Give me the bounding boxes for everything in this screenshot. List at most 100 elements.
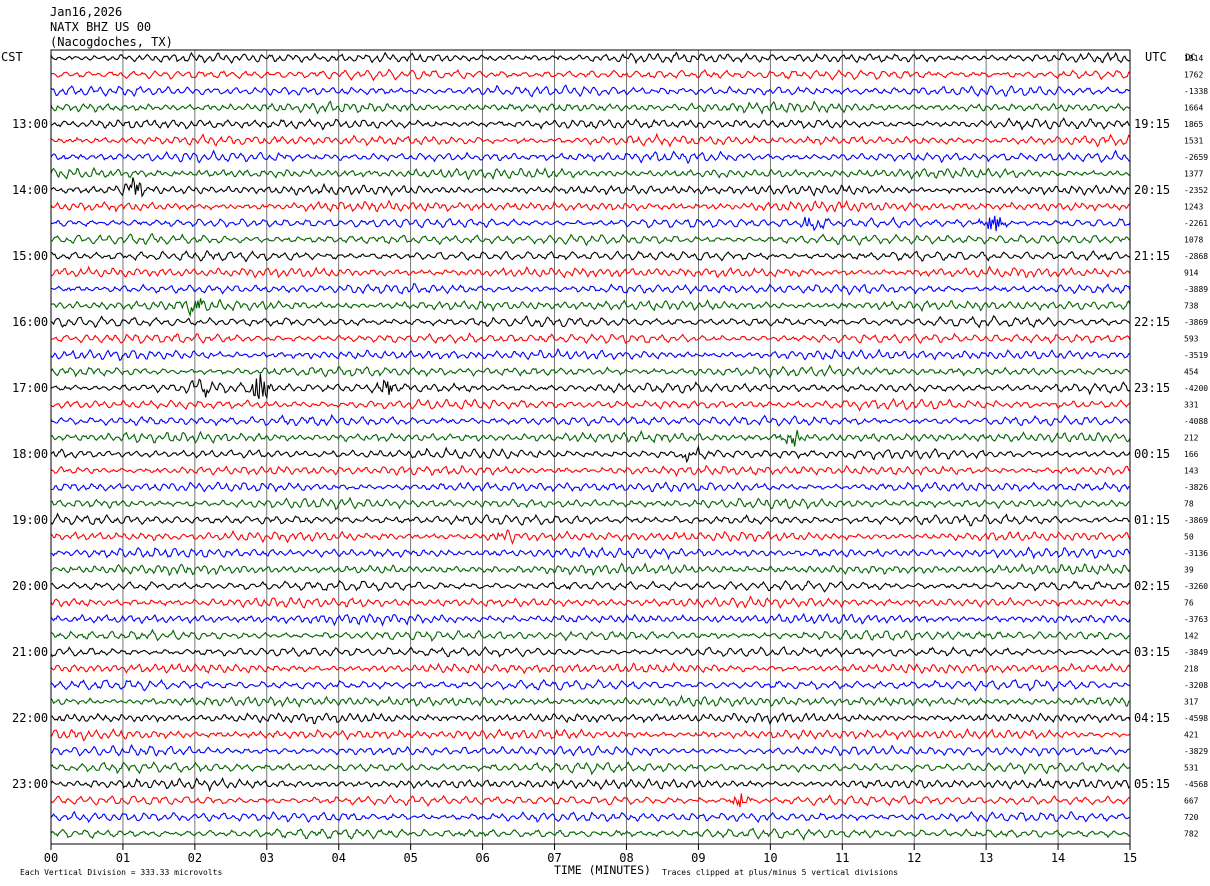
dc-offset-label: -3829 <box>1184 747 1208 756</box>
x-tick-label-10: 10 <box>763 851 777 865</box>
dc-offset-label: 166 <box>1184 450 1199 459</box>
dc-offset-label: 143 <box>1184 467 1199 476</box>
utc-hour-label: 23:15 <box>1134 381 1170 395</box>
utc-hour-label: 19:15 <box>1134 117 1170 131</box>
seismic-trace <box>50 793 1131 808</box>
seismic-trace <box>50 166 1131 181</box>
dc-offset-label: -3889 <box>1184 285 1208 294</box>
plot-frame <box>50 49 1131 845</box>
utc-axis-label: UTC <box>1145 50 1167 64</box>
x-tick-label-15: 15 <box>1123 851 1137 865</box>
dc-offset-label: -2352 <box>1184 186 1208 195</box>
dc-offset-label: 1762 <box>1184 71 1203 80</box>
seismic-trace <box>50 373 1131 400</box>
seismic-trace <box>50 84 1131 98</box>
dc-header-label: DC <box>1185 53 1196 63</box>
utc-hour-label: 02:15 <box>1134 579 1170 593</box>
utc-hour-label: 05:15 <box>1134 777 1170 791</box>
dc-offset-label: -3869 <box>1184 318 1208 327</box>
seismic-trace <box>50 496 1131 511</box>
dc-offset-label: 1865 <box>1184 120 1203 129</box>
x-tick-label-09: 09 <box>691 851 705 865</box>
seismic-trace <box>50 364 1131 379</box>
dc-offset-label: -1338 <box>1184 87 1208 96</box>
seismic-trace <box>50 727 1131 742</box>
dc-offset-label: 331 <box>1184 401 1199 410</box>
dc-offset-label: 782 <box>1184 830 1199 839</box>
dc-offset-label: -4200 <box>1184 384 1208 393</box>
seismic-trace <box>50 694 1131 708</box>
cst-hour-label: 17:00 <box>12 381 48 395</box>
seismic-trace <box>50 413 1131 427</box>
x-tick-label-11: 11 <box>835 851 849 865</box>
trace-group <box>50 51 1131 842</box>
dc-offset-label: -2868 <box>1184 252 1208 261</box>
dc-offset-label: 1243 <box>1184 203 1203 212</box>
dc-offset-label: 421 <box>1184 731 1199 740</box>
dc-offset-label: 212 <box>1184 434 1199 443</box>
seismic-trace <box>50 132 1131 148</box>
dc-offset-label: 50 <box>1184 533 1194 542</box>
cst-hour-label: 13:00 <box>12 117 48 131</box>
seismic-trace <box>50 347 1131 362</box>
x-tick-label-08: 08 <box>619 851 633 865</box>
dc-offset-label: -4568 <box>1184 780 1208 789</box>
seismic-trace <box>50 315 1131 329</box>
utc-hour-label: 01:15 <box>1134 513 1170 527</box>
dc-offset-label: -3208 <box>1184 681 1208 690</box>
dc-offset-label: -4088 <box>1184 417 1208 426</box>
x-tick-label-06: 06 <box>475 851 489 865</box>
dc-offset-label: 1814 <box>1184 54 1203 63</box>
dc-offset-labels: 1814 1762 -1338 1664 1865 1531 -2659 1377 -2352 1… <box>1184 54 1208 839</box>
seismic-trace <box>50 579 1131 593</box>
vertical-grid <box>122 50 1059 844</box>
seismic-trace <box>50 646 1131 658</box>
dc-offset-label: 1531 <box>1184 137 1203 146</box>
cst-axis-label: CST <box>1 50 23 64</box>
dc-offset-label: 142 <box>1184 632 1199 641</box>
seismic-trace <box>50 712 1131 725</box>
seismic-trace <box>50 595 1131 609</box>
utc-hour-label: 20:15 <box>1134 183 1170 197</box>
seismic-trace <box>50 810 1131 824</box>
cst-hour-label: 15:00 <box>12 249 48 263</box>
utc-hour-label: 21:15 <box>1134 249 1170 263</box>
station-label: NATX BHZ US 00 <box>50 20 151 34</box>
seismic-trace <box>50 512 1131 527</box>
seismic-trace <box>50 776 1131 793</box>
utc-hour-labels: 19:15 20:15 21:15 22:15 23:15 00:15 01:15 02:15… <box>1134 117 1170 791</box>
dc-offset-label: 39 <box>1184 566 1194 575</box>
x-tick-label-05: 05 <box>403 851 417 865</box>
location-label: (Nacogdoches, TX) <box>50 35 173 49</box>
footer-right-note: Traces clipped at plus/minus 5 vertical … <box>662 868 898 877</box>
utc-hour-label: 00:15 <box>1134 447 1170 461</box>
dc-offset-label: -3869 <box>1184 516 1208 525</box>
seismic-trace <box>50 444 1131 464</box>
seismic-trace <box>50 464 1131 478</box>
x-axis: 00 01 02 03 04 05 06 07 08 09 10 11 12 13 14 15 <box>44 844 1137 865</box>
seismic-trace <box>50 199 1131 213</box>
x-tick-label-02: 02 <box>188 851 202 865</box>
seismic-trace <box>50 68 1131 82</box>
seismic-trace <box>50 332 1131 345</box>
dc-offset-label: 667 <box>1184 797 1199 806</box>
dc-offset-label: -3136 <box>1184 549 1208 558</box>
seismic-trace <box>50 265 1131 279</box>
dc-offset-label: 76 <box>1184 599 1194 608</box>
seismic-trace <box>50 250 1131 263</box>
dc-offset-label: 738 <box>1184 302 1199 311</box>
x-tick-label-04: 04 <box>332 851 346 865</box>
dc-offset-label: 720 <box>1184 813 1199 822</box>
dc-offset-label: 593 <box>1184 335 1199 344</box>
utc-hour-label: 04:15 <box>1134 711 1170 725</box>
seismic-trace <box>50 661 1131 675</box>
dc-offset-label: 317 <box>1184 698 1199 707</box>
dc-offset-label: -2659 <box>1184 153 1208 162</box>
cst-hour-labels: 13:00 14:00 15:00 16:00 17:00 18:00 19:00 20:00… <box>12 117 48 791</box>
seismic-trace <box>50 51 1131 65</box>
seismic-trace <box>50 429 1131 447</box>
cst-hour-label: 16:00 <box>12 315 48 329</box>
seismic-trace <box>50 117 1131 131</box>
x-tick-label-07: 07 <box>547 851 561 865</box>
